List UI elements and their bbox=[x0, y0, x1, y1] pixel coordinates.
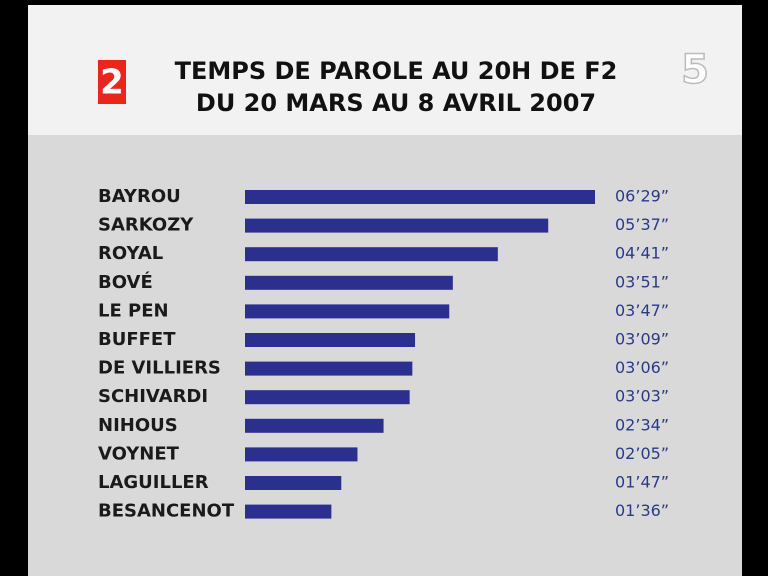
value-label: 02’05” bbox=[615, 444, 669, 463]
category-label: DE VILLIERS bbox=[98, 358, 221, 379]
bar bbox=[245, 476, 342, 490]
channel-logo: 2 bbox=[100, 63, 124, 103]
watermark: 5 bbox=[681, 47, 709, 93]
value-label: 03’51” bbox=[615, 272, 669, 291]
bar bbox=[245, 418, 384, 433]
bar bbox=[245, 361, 413, 376]
value-label: 01’36” bbox=[615, 501, 669, 520]
bar bbox=[245, 390, 410, 405]
category-label: LAGUILLER bbox=[98, 472, 209, 493]
bar bbox=[245, 247, 498, 262]
category-label: BOVÉ bbox=[98, 271, 153, 293]
value-label: 02’34” bbox=[615, 415, 669, 434]
chart-subtitle: DU 20 MARS AU 8 AVRIL 2007 bbox=[196, 89, 596, 117]
category-label: BESANCENOT bbox=[98, 501, 235, 522]
category-label: LE PEN bbox=[98, 300, 169, 321]
channel-logo-box bbox=[98, 60, 126, 104]
category-label: ROYAL bbox=[98, 243, 163, 264]
category-label: SCHIVARDI bbox=[98, 386, 208, 407]
bar bbox=[245, 304, 450, 319]
bar bbox=[245, 218, 549, 233]
chart-title: TEMPS DE PAROLE AU 20H DE F2 bbox=[175, 57, 618, 85]
value-label: 06’29” bbox=[615, 187, 669, 206]
bar bbox=[245, 333, 416, 347]
bar bbox=[245, 275, 453, 290]
category-label: SARKOZY bbox=[98, 215, 194, 236]
category-label: VOYNET bbox=[98, 443, 180, 464]
value-label: 05’37” bbox=[615, 215, 669, 234]
category-label: BUFFET bbox=[98, 329, 176, 350]
bar bbox=[245, 190, 595, 204]
value-label: 03’09” bbox=[615, 330, 669, 349]
value-label: 03’03” bbox=[615, 387, 669, 406]
category-label: NIHOUS bbox=[98, 415, 178, 436]
value-label: 03’47” bbox=[615, 301, 669, 320]
value-label: 01’47” bbox=[615, 473, 669, 492]
bar bbox=[245, 504, 332, 519]
category-label: BAYROU bbox=[98, 186, 181, 207]
header-band bbox=[28, 5, 742, 135]
bar bbox=[245, 447, 358, 462]
value-label: 04’41” bbox=[615, 244, 669, 263]
value-label: 03’06” bbox=[615, 358, 669, 377]
